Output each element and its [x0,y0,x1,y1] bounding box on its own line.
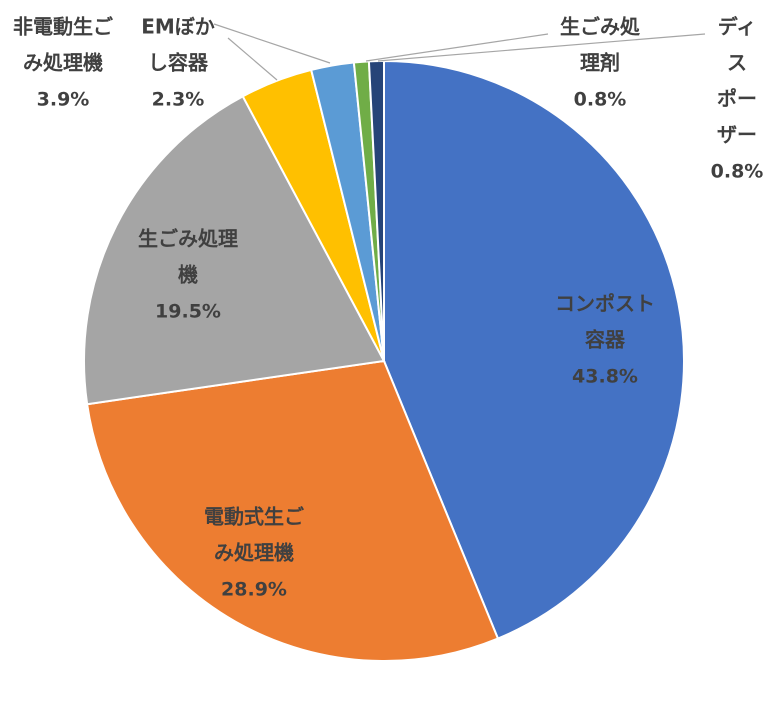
slice-4-percent: 3.9% [37,89,90,111]
slice-3-label-line-1: 生ごみ処理 [138,227,238,251]
slice-5-label-line-2: し容器 [148,51,209,75]
leader-lines [213,23,706,81]
slice-1-percent: 43.8% [572,366,638,388]
slice-6-label-line-2: 理剤 [580,51,620,75]
slice-1-label-line-1: コンポスト [555,292,655,316]
slice-6-label-line-1: 生ごみ処 [560,15,641,39]
slice-2-percent: 28.9% [221,579,287,601]
leader-line-6 [365,33,549,62]
pie-slice-3 [83,94,386,406]
slice-2-label-line-2: み処理機 [214,541,294,565]
slice-5-label-line-1: EMぼか [141,15,215,39]
slice-6-percent: 0.8% [574,89,627,111]
slice-7-label-line-4: ザー [717,123,757,147]
slice-3-label-line-2: 機 [178,263,198,287]
slice-4-label-line-1: 非電動生ご [13,15,113,39]
leader-line-5 [213,23,331,64]
slice-7-label-line-2: ス [727,51,747,75]
pie-slice-2 [85,359,500,662]
slice-4-label-line-2: み処理機 [23,51,103,75]
pie-slice-1 [383,59,685,640]
slice-5-percent: 2.3% [152,89,205,111]
slice-1-label-line-2: 容器 [585,328,626,352]
slice-7-label-line-3: ポー [717,87,757,111]
leader-line-4 [227,37,278,81]
slice-labels: コンポスト容器43.8%電動式生ごみ処理機28.9%生ごみ処理機19.5%非電動… [13,15,763,601]
slice-7-label-line-1: ディ [718,15,757,39]
slice-7-percent: 0.8% [711,161,764,183]
leader-line-7 [377,33,706,62]
pie-slices [83,59,685,662]
slice-3-percent: 19.5% [155,301,221,323]
slice-2-label-line-1: 電動式生ご [204,505,304,529]
